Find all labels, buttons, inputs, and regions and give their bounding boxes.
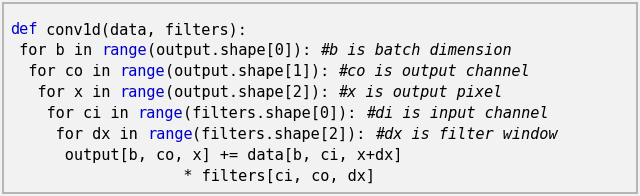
Text: for x in: for x in xyxy=(10,85,120,100)
Text: #di is input channel: #di is input channel xyxy=(366,106,548,121)
Text: for co in: for co in xyxy=(10,64,120,79)
Text: (output.shape[0]):: (output.shape[0]): xyxy=(147,43,320,58)
Text: for dx in: for dx in xyxy=(10,127,147,142)
Text: range: range xyxy=(138,106,184,121)
Text: (filters.shape[2]):: (filters.shape[2]): xyxy=(193,127,375,142)
Text: def: def xyxy=(10,22,37,37)
Text: output[b, co, x] += data[b, ci, x+dx]: output[b, co, x] += data[b, ci, x+dx] xyxy=(10,148,403,163)
Text: range: range xyxy=(101,43,147,58)
Text: #co is output channel: #co is output channel xyxy=(339,64,530,79)
Text: range: range xyxy=(120,85,165,100)
Text: (filters.shape[0]):: (filters.shape[0]): xyxy=(184,106,366,121)
Text: #b is batch dimension: #b is batch dimension xyxy=(320,43,512,58)
Text: (output.shape[1]):: (output.shape[1]): xyxy=(165,64,339,79)
Text: (output.shape[2]):: (output.shape[2]): xyxy=(165,85,339,100)
Text: * filters[ci, co, dx]: * filters[ci, co, dx] xyxy=(10,169,375,184)
Text: for b in: for b in xyxy=(10,43,101,58)
Text: for ci in: for ci in xyxy=(10,106,138,121)
Text: conv1d(data, filters):: conv1d(data, filters): xyxy=(37,22,247,37)
Text: #dx is filter window: #dx is filter window xyxy=(375,127,557,142)
Text: range: range xyxy=(120,64,165,79)
Text: #x is output pixel: #x is output pixel xyxy=(339,85,503,100)
Text: range: range xyxy=(147,127,193,142)
